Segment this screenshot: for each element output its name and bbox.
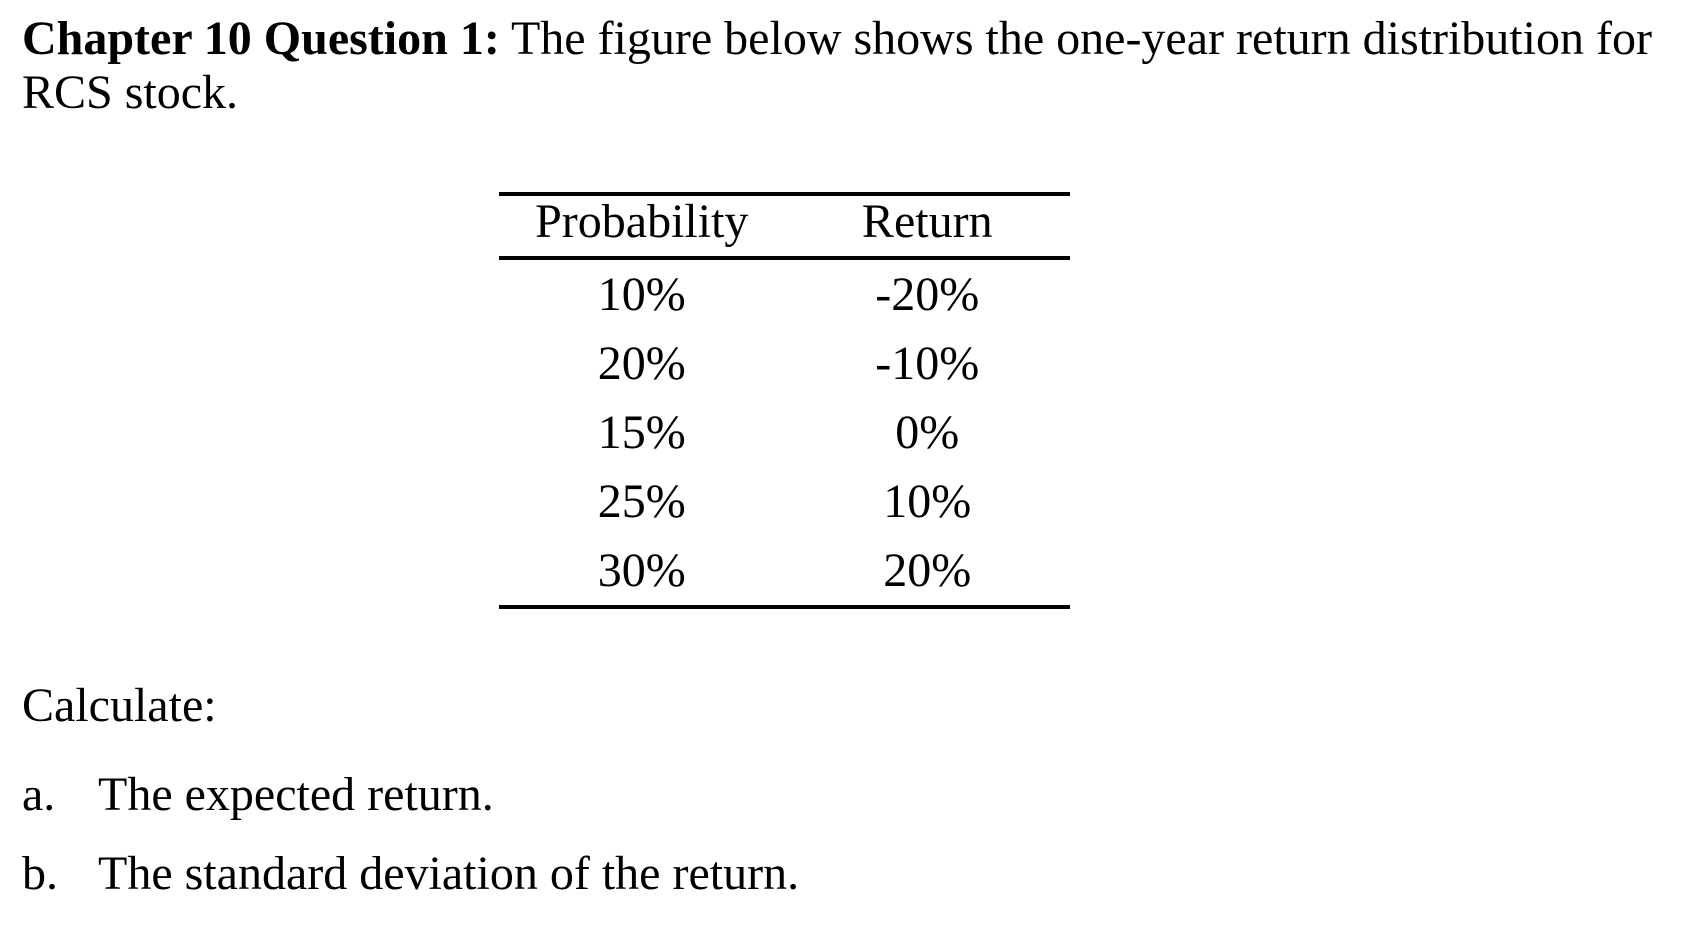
table-row: 15% 0% — [499, 398, 1070, 467]
intro-line-2: RCS stock. — [22, 66, 239, 119]
list-item-marker: b. — [22, 847, 58, 900]
table-row: 20% -10% — [499, 329, 1070, 398]
question-parts-list: a. The expected return. b. The standard … — [22, 768, 799, 926]
intro-line-1: Chapter 10 Question 1: The figure below … — [22, 12, 1672, 66]
probability-cell: 25% — [597, 475, 686, 528]
return-distribution-table: Probability Return 10% -20% 20% -10% 15%… — [499, 192, 1070, 609]
probability-cell: 20% — [597, 337, 686, 390]
list-item-b: b. The standard deviation of the return. — [22, 847, 799, 901]
column-header-return: Return — [861, 195, 993, 248]
return-cell: 0% — [895, 406, 960, 459]
table-row: 10% -20% — [499, 258, 1070, 329]
table-row: 30% 20% — [499, 536, 1070, 607]
return-cell: -20% — [875, 268, 980, 321]
return-distribution-table-container: Probability Return 10% -20% 20% -10% 15%… — [499, 192, 1070, 609]
table-row: 25% 10% — [499, 467, 1070, 536]
return-cell: 20% — [883, 544, 972, 597]
return-cell: -10% — [875, 337, 980, 390]
column-header-probability: Probability — [535, 195, 749, 248]
probability-cell: 15% — [597, 406, 686, 459]
table-header-row: Probability Return — [499, 194, 1070, 258]
question-intro: Chapter 10 Question 1: The figure below … — [22, 12, 1672, 120]
list-item-text: The standard deviation of the return. — [98, 847, 800, 900]
question-label: Chapter 10 Question 1: — [22, 12, 500, 65]
list-item-text: The expected return. — [98, 768, 494, 821]
probability-cell: 10% — [597, 268, 686, 321]
return-cell: 10% — [883, 475, 972, 528]
intro-text: The figure below shows the one-year retu… — [510, 12, 1652, 65]
list-item-a: a. The expected return. — [22, 768, 799, 822]
calculate-label: Calculate: — [22, 679, 217, 732]
list-item-marker: a. — [22, 768, 56, 821]
probability-cell: 30% — [597, 544, 686, 597]
